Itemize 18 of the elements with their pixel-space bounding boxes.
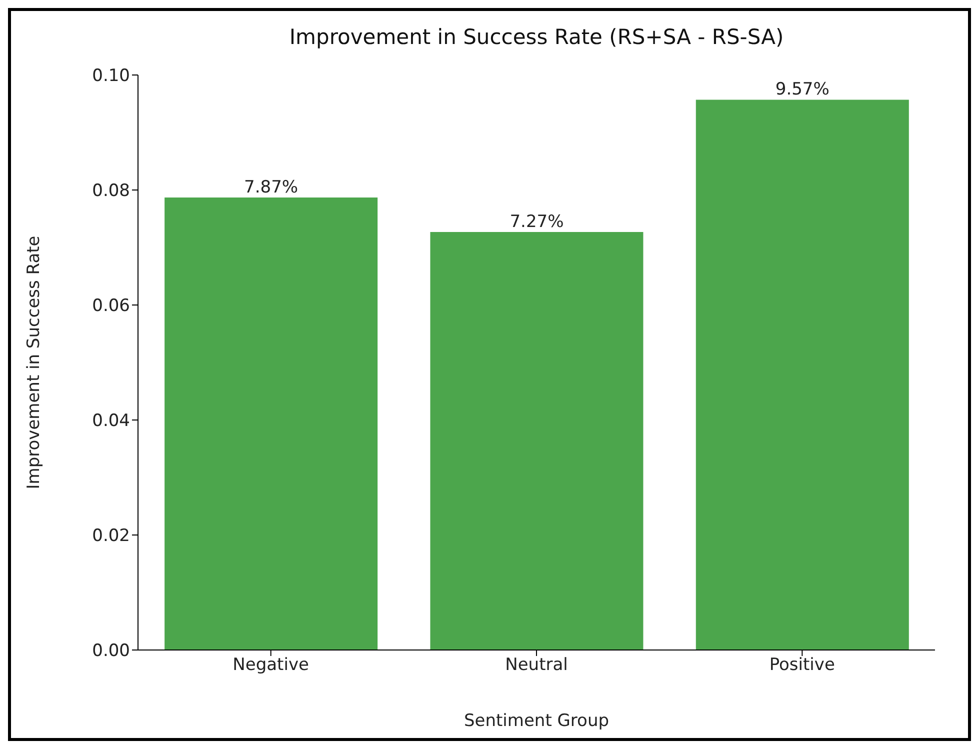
x-axis-title: Sentiment Group: [464, 711, 610, 731]
y-axis-title: Improvement in Success Rate: [24, 236, 44, 490]
bar: [164, 197, 378, 650]
data-label: 9.57%: [775, 80, 830, 100]
x-tick-label: Neutral: [505, 655, 568, 676]
y-tick-label: 0.10: [92, 66, 130, 86]
y-tick-label: 0.02: [92, 526, 130, 546]
bar: [696, 100, 909, 650]
bar: [430, 232, 644, 650]
y-tick-label: 0.04: [92, 411, 130, 432]
data-label: 7.27%: [510, 212, 564, 232]
x-tick-label: Positive: [769, 655, 835, 676]
chart-title: Improvement in Success Rate (RS+SA - RS-SA): [288, 25, 785, 49]
data-label: 7.87%: [244, 177, 298, 198]
y-tick-label: 0.06: [92, 296, 130, 316]
x-tick-label: Negative: [232, 655, 309, 676]
y-tick-label: 0.08: [92, 181, 130, 202]
y-tick-label: 0.00: [92, 641, 130, 662]
